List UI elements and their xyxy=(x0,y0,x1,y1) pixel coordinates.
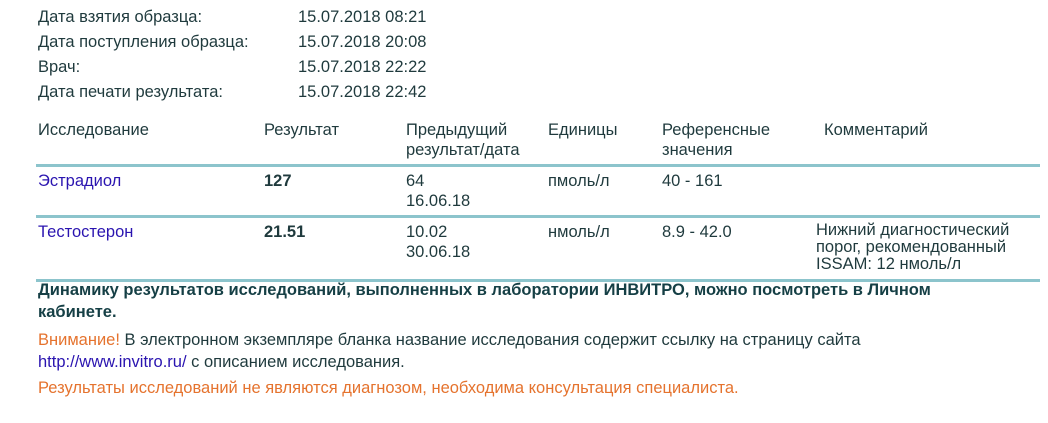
previous: 64 16.06.18 xyxy=(404,166,546,217)
sample-received-row: Дата поступления образца: 15.07.2018 20:0… xyxy=(38,30,738,55)
header-result: Результат xyxy=(264,121,340,139)
results-table: Исследование Результат Предыдущий резуль… xyxy=(36,118,1040,282)
label: Дата поступления образца: xyxy=(38,33,249,51)
invitro-link[interactable]: http://www.invitro.ru/ xyxy=(38,353,187,371)
warning-text: В электронном экземпляре бланка название… xyxy=(119,331,861,349)
comment: Нижний диагностический порог, рекомендов… xyxy=(816,221,1010,273)
header-previous: Предыдущий результат/дата xyxy=(406,121,520,159)
label: Дата взятия образца: xyxy=(38,8,203,26)
header-units: Единицы xyxy=(548,121,618,139)
disclaimer: Результаты исследований не являются диаг… xyxy=(38,379,739,397)
prev-date: 30.06.18 xyxy=(406,243,471,261)
header-comment: Комментарий xyxy=(824,121,928,139)
prev-date: 16.06.18 xyxy=(406,192,471,210)
table-header: Исследование Результат Предыдущий резуль… xyxy=(36,118,1040,166)
reference: 8.9 - 42.0 xyxy=(662,223,732,241)
dynamics-note: Динамику результатов исследований, выпол… xyxy=(38,281,931,321)
value: 15.07.2018 22:42 xyxy=(298,83,427,101)
header-test: Исследование xyxy=(38,121,149,139)
sample-info: Дата взятия образца: 15.07.2018 08:21 Дат… xyxy=(38,5,738,105)
value: 15.07.2018 20:08 xyxy=(298,33,427,51)
previous: 10.02 30.06.18 xyxy=(404,217,546,281)
units: пмоль/л xyxy=(548,172,610,190)
test-link[interactable]: Эстрадиол xyxy=(38,172,122,190)
result: 127 xyxy=(264,172,292,190)
warning-text-end: с описанием исследования. xyxy=(186,353,405,371)
prev-value: 64 xyxy=(406,172,425,190)
label: Врач: xyxy=(38,58,81,76)
sample-taken-row: Дата взятия образца: 15.07.2018 08:21 xyxy=(38,5,738,30)
label: Дата печати результата: xyxy=(38,83,223,101)
warning-note: Внимание! В электронном экземпляре бланк… xyxy=(38,329,861,373)
test-link[interactable]: Тестостерон xyxy=(38,223,134,241)
table-row: Эстрадиол 127 64 16.06.18 пмоль/л 40 - 16… xyxy=(36,166,1040,217)
reference: 40 - 161 xyxy=(662,172,723,190)
result: 21.51 xyxy=(264,223,306,241)
print-date-row: Дата печати результата: 15.07.2018 22:42 xyxy=(38,80,738,105)
header-reference: Референсные значения xyxy=(662,121,771,159)
prev-value: 10.02 xyxy=(406,223,448,241)
value: 15.07.2018 08:21 xyxy=(298,8,427,26)
warning-prefix: Внимание! xyxy=(38,331,120,349)
value: 15.07.2018 22:22 xyxy=(298,58,427,76)
units: нмоль/л xyxy=(548,223,610,241)
table-row: Тестостерон 21.51 10.02 30.06.18 нмоль/л … xyxy=(36,217,1040,281)
comment xyxy=(814,166,1040,217)
doctor-row: Врач: 15.07.2018 22:22 xyxy=(38,55,738,80)
